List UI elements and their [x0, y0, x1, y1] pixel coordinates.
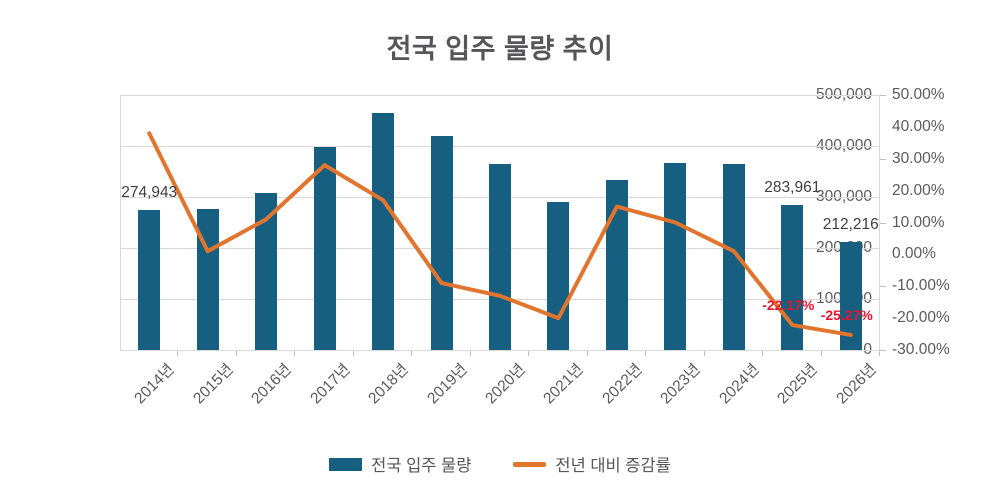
chart-title: 전국 입주 물량 추이	[386, 34, 614, 64]
y-axis-left-tick-label: 0	[772, 341, 872, 359]
y-axis-right-tick-label: -10.00%	[892, 277, 950, 295]
bar[interactable]	[313, 147, 336, 350]
x-axis-tick-label: 2022년	[599, 360, 646, 408]
y-axis-right-tick-label: -30.00%	[892, 341, 950, 358]
y-axis-line-right	[879, 95, 880, 350]
bar[interactable]	[372, 112, 395, 350]
y-axis-right-tick	[880, 95, 886, 96]
x-axis-tick	[469, 350, 471, 356]
bar[interactable]	[839, 241, 862, 350]
x-axis-tick	[235, 350, 237, 356]
percent-data-label: -22.17%	[762, 297, 815, 314]
y-axis-right-tick	[880, 222, 886, 224]
x-axis-tick	[177, 350, 179, 356]
x-axis-tick-label: 2021년	[540, 360, 588, 408]
y-axis-right-tick-label: -20.00%	[892, 309, 950, 327]
bar[interactable]	[781, 205, 804, 350]
plot-area	[120, 95, 880, 351]
x-axis-tick	[411, 350, 413, 356]
y-axis-left-tick-label: 500,000	[815, 86, 872, 103]
legend-item[interactable]: 전국 입주 물량	[329, 452, 471, 476]
legend-item[interactable]: 전년 대비 증감률	[513, 452, 671, 476]
x-axis-tick	[703, 350, 705, 356]
x-axis-tick	[820, 350, 822, 356]
legend-label: 전년 대비 증감률	[555, 457, 671, 475]
bar[interactable]	[255, 192, 278, 350]
y-axis-line-left	[120, 95, 121, 350]
x-axis-tick-label: 2015년	[190, 360, 237, 408]
chart-legend: 전국 입주 물량 전년 대비 증감률	[0, 452, 1000, 476]
bar[interactable]	[605, 179, 628, 350]
y-axis-right-tick-label: 0.00%	[892, 245, 936, 263]
gridline	[120, 95, 880, 96]
x-axis-tick	[586, 350, 588, 356]
bar[interactable]	[196, 208, 219, 350]
x-axis-tick	[879, 350, 880, 356]
x-axis-tick	[645, 350, 647, 356]
percent-data-label: -25.27%	[820, 306, 873, 323]
y-axis-right-tick-label: 20.00%	[892, 181, 945, 199]
y-axis-right-tick-label: 30.00%	[892, 149, 945, 167]
bar[interactable]	[722, 163, 745, 350]
x-axis-tick	[528, 350, 530, 356]
x-axis-tick-label: 2018년	[365, 360, 412, 408]
x-axis-tick-label: 2017년	[306, 360, 354, 408]
x-axis-tick-label: 2024년	[716, 360, 763, 408]
y-axis-right-tick	[880, 158, 886, 160]
y-axis-right-tick-label: 10.00%	[892, 213, 945, 231]
y-axis-right-tick-label: 50.00%	[892, 86, 945, 103]
x-axis-tick-label: 2016년	[248, 360, 295, 408]
y-axis-right-tick	[880, 350, 886, 351]
legend-bar-swatch-icon	[329, 457, 363, 471]
bar[interactable]	[547, 202, 570, 350]
value-data-label: 283,961	[764, 179, 821, 197]
bar[interactable]	[664, 162, 687, 350]
legend-line-swatch-icon	[513, 461, 547, 467]
bar[interactable]	[489, 163, 511, 350]
value-data-label: 274,943	[121, 183, 178, 201]
x-axis-tick-label: 2020년	[482, 360, 529, 408]
x-axis-tick	[352, 350, 354, 356]
x-axis-tick-label: 2026년	[833, 360, 880, 408]
x-axis-tick-label: 2025년	[774, 360, 822, 408]
gridline	[120, 350, 880, 351]
y-axis-right-tick-label: 40.00%	[892, 117, 945, 135]
x-axis-tick	[762, 350, 764, 356]
x-axis-tick-label: 2023년	[657, 360, 705, 408]
legend-label: 전국 입주 물량	[371, 457, 472, 475]
gridline	[120, 146, 880, 147]
x-axis-tick	[294, 350, 296, 356]
value-data-label: 212,216	[822, 215, 879, 233]
x-axis-tick-label: 2014년	[131, 360, 179, 408]
x-axis-tick-label: 2019년	[423, 360, 471, 408]
bar[interactable]	[430, 135, 453, 350]
bar[interactable]	[138, 209, 161, 350]
y-axis-right-tick	[880, 286, 886, 288]
